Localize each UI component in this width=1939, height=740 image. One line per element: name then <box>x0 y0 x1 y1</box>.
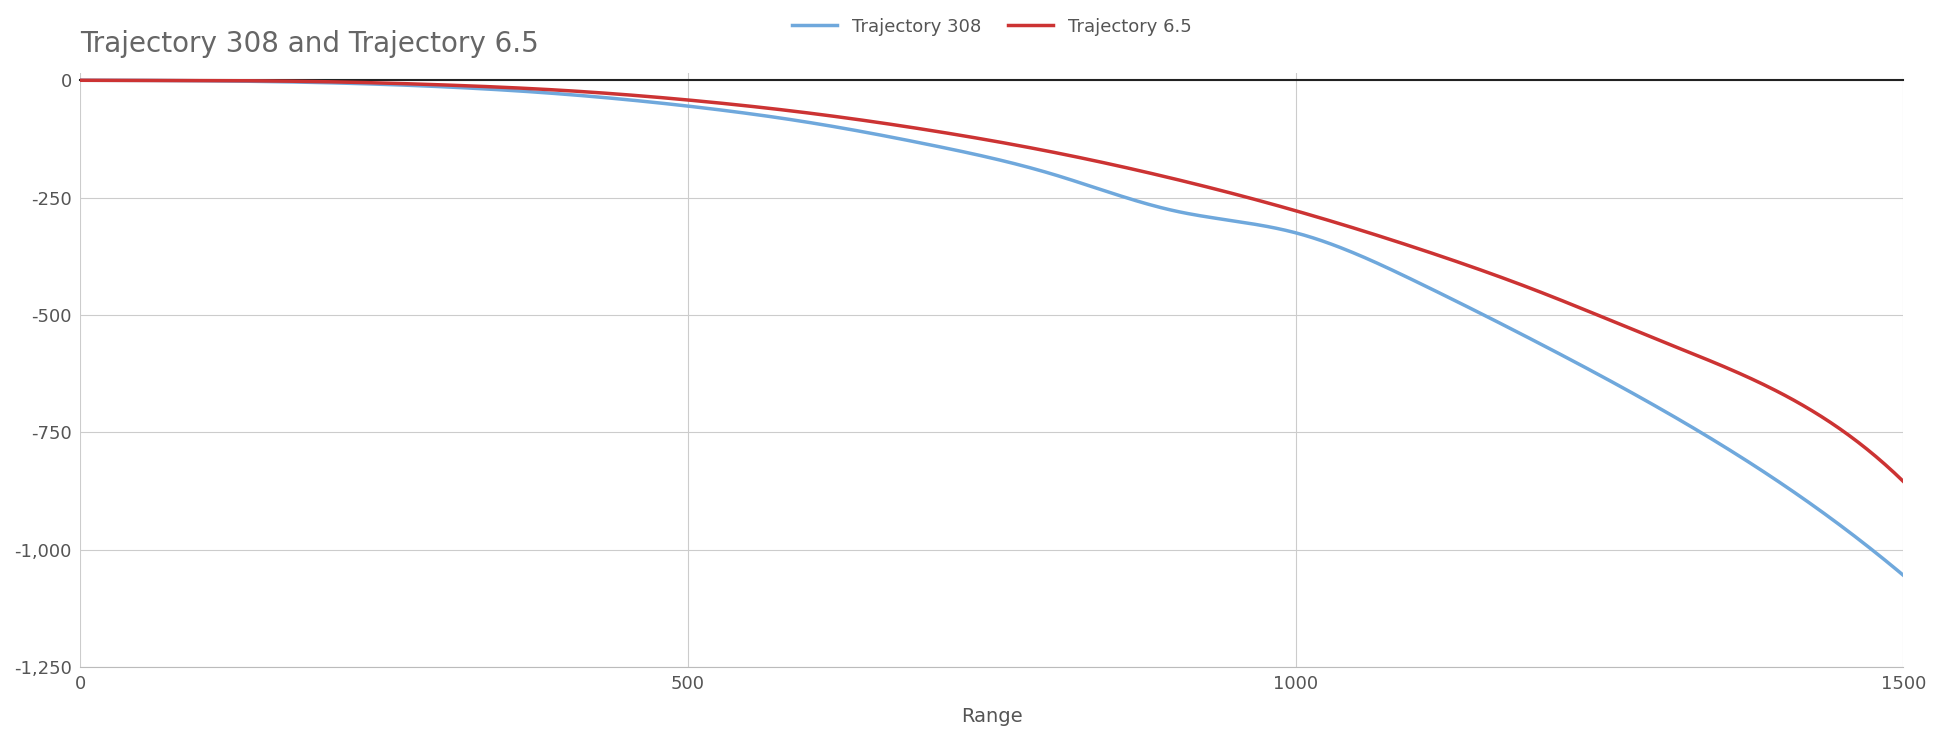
Trajectory 308 <box>1891 571 1914 580</box>
X-axis label: Range: Range <box>960 707 1022 726</box>
Trajectory 6.5 <box>1142 169 1165 178</box>
Trajectory 6.5 <box>1891 477 1914 486</box>
Trajectory 308 <box>892 135 915 144</box>
Trajectory 308 <box>392 81 415 90</box>
Trajectory 6.5 <box>892 122 915 131</box>
Trajectory 6.5 <box>1286 207 1309 216</box>
Trajectory 6.5 <box>537 85 560 94</box>
Trajectory 308 <box>1441 295 1464 304</box>
Trajectory 6.5 <box>68 75 91 84</box>
Trajectory 308 <box>1142 201 1165 210</box>
Line: Trajectory 6.5: Trajectory 6.5 <box>79 80 1902 482</box>
Trajectory 6.5 <box>392 79 415 88</box>
Trajectory 308 <box>68 75 91 84</box>
Legend: Trajectory 308, Trajectory 6.5: Trajectory 308, Trajectory 6.5 <box>785 11 1198 44</box>
Trajectory 308 <box>537 89 560 98</box>
Trajectory 6.5 <box>1441 256 1464 265</box>
Text: Trajectory 308 and Trajectory 6.5: Trajectory 308 and Trajectory 6.5 <box>79 30 539 58</box>
Line: Trajectory 308: Trajectory 308 <box>79 80 1902 576</box>
Trajectory 308 <box>1286 229 1309 238</box>
